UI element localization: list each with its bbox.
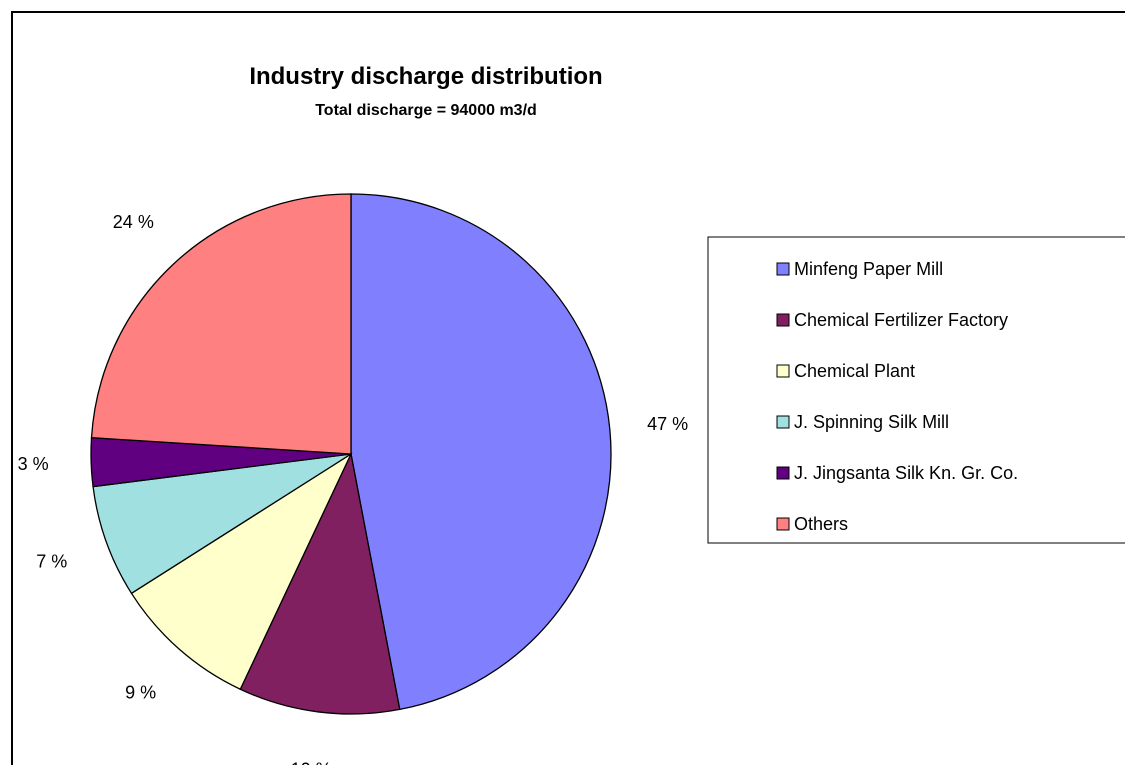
chart-subtitle: Total discharge = 94000 m3/d: [315, 102, 537, 119]
slice-label-chemical-plant: 9 %: [125, 683, 156, 703]
legend-label-minfeng-paper-mill: Minfeng Paper Mill: [794, 259, 943, 279]
pie-slice-others: [90, 193, 352, 455]
legend-label-chemical-plant: Chemical Plant: [794, 361, 915, 381]
legend-label-others: Others: [794, 514, 848, 534]
pie-labels: 47 % 10 % 9 % 7 % 3 % 24 %: [18, 212, 688, 765]
pie-slice-minfeng-paper-mill: [350, 193, 612, 711]
legend-swatch-others: [776, 517, 790, 531]
pie-chart: Industry discharge distribution Total di…: [18, 63, 1125, 765]
legend-swatch-chemical-fertilizer-factory: [776, 313, 790, 327]
slice-label-others: 24 %: [113, 212, 154, 232]
chart-title: Industry discharge distribution: [249, 63, 602, 90]
slice-label-minfeng-paper-mill: 47 %: [647, 414, 688, 434]
legend-label-j-jingsanta-silk-kn-gr-co: J. Jingsanta Silk Kn. Gr. Co.: [794, 463, 1018, 483]
pie-slices: [90, 193, 612, 715]
chart-area: Industry discharge distribution Total di…: [11, 11, 1125, 765]
pie-slice-chemical-plant: [130, 452, 353, 691]
legend-label-chemical-fertilizer-factory: Chemical Fertilizer Factory: [794, 310, 1008, 330]
pie-slice-j-spinning-silk-mill: [92, 453, 352, 595]
slice-label-j-spinning-silk-mill: 7 %: [36, 552, 67, 572]
legend-swatch-minfeng-paper-mill: [776, 262, 790, 276]
legend-box: [707, 236, 1125, 544]
slice-label-chemical-fertilizer-factory: 10 %: [291, 759, 332, 765]
legend-swatch-j-jingsanta-silk-kn-gr-co: [776, 466, 790, 480]
legend-swatch-chemical-plant: [776, 364, 790, 378]
legend-swatch-j-spinning-silk-mill: [776, 415, 790, 429]
legend-label-j-spinning-silk-mill: J. Spinning Silk Mill: [794, 412, 949, 432]
slice-label-j-jingsanta-silk-kn-gr-co: 3 %: [18, 454, 49, 474]
pie-slice-chemical-fertilizer-factory: [239, 451, 401, 715]
legend: Minfeng Paper Mill Chemical Fertilizer Fa…: [707, 236, 1125, 544]
